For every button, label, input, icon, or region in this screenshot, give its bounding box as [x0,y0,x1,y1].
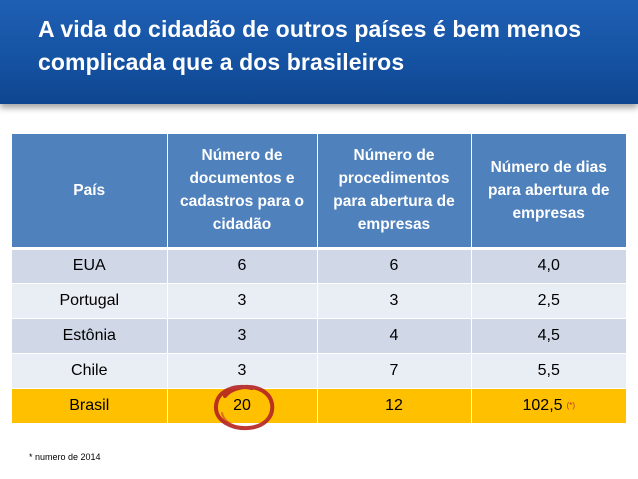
table-row: Chile 3 7 5,5 [12,353,626,389]
table-row: Portugal 3 3 2,5 [12,283,626,319]
cell-country: Estônia [12,318,168,354]
header-country: País [12,134,168,250]
cell-procedures: 3 [317,283,472,319]
cell-days-value: 102,5 [522,396,563,414]
cell-documents: 3 [167,283,318,319]
cell-days: 4,5 [471,318,626,354]
slide-title: A vida do cidadão de outros países é bem… [38,16,582,75]
title-banner: A vida do cidadão de outros países é bem… [0,0,638,104]
cell-country: EUA [12,248,168,284]
cell-procedures: 12 [317,388,472,424]
footnote: * numero de 2014 [29,452,101,462]
header-documents: Número de documentos e cadastros para o … [167,134,318,250]
cell-procedures: 4 [317,318,472,354]
header-days: Número de dias para abertura de empresas [471,134,626,250]
table-row-highlight: Brasil 20 12 102,5 (*) [12,388,626,424]
cell-days: 4,0 [471,248,626,284]
cell-documents: 6 [167,248,318,284]
comparison-table: País Número de documentos e cadastros pa… [12,134,626,424]
cell-days: 2,5 [471,283,626,319]
cell-days: 5,5 [471,353,626,389]
cell-procedures: 7 [317,353,472,389]
cell-procedures: 6 [317,248,472,284]
cell-documents: 3 [167,353,318,389]
cell-country: Chile [12,353,168,389]
footnote-marker: (*) [566,400,575,410]
cell-country: Brasil [12,388,168,424]
table-row: EUA 6 6 4,0 [12,248,626,284]
table-row: Estônia 3 4 4,5 [12,318,626,354]
header-procedures: Número de procedimentos para abertura de… [317,134,472,250]
cell-documents: 3 [167,318,318,354]
cell-documents: 20 [167,388,318,424]
cell-country: Portugal [12,283,168,319]
table-header-row: País Número de documentos e cadastros pa… [12,134,626,250]
cell-days: 102,5 (*) [471,388,626,424]
